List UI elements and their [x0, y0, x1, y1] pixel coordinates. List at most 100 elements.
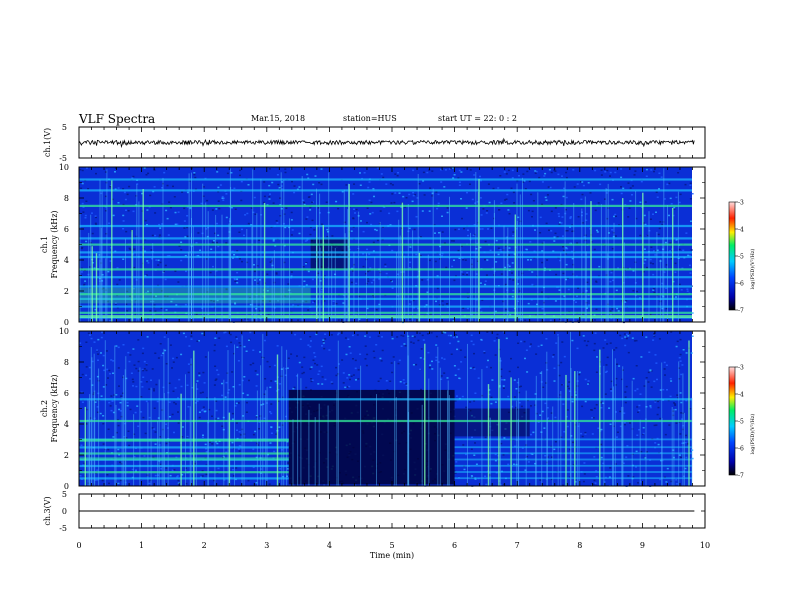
sferic-line [89, 394, 91, 486]
frequency-band [79, 204, 692, 207]
ch1-colorbar-label: log(PSD)(V²/Hz) [749, 249, 756, 290]
date-label: Mar.15, 2018 [251, 114, 306, 123]
sferic-line [347, 209, 349, 322]
ch2-colorbar-tick-label: -4 [738, 392, 744, 399]
frequency-band [79, 446, 289, 449]
frequency-band [79, 268, 692, 271]
sferic-line [191, 172, 192, 322]
sferic-line [243, 398, 245, 486]
ch2-spectrogram-y-tick-label: 2 [64, 451, 69, 460]
ch1-spectrogram-ylabel: Frequency (kHz) [50, 210, 59, 278]
ch1-spectrogram-y-tick-label: 4 [64, 256, 69, 265]
sferic-line [142, 189, 144, 322]
sferic-line [223, 379, 225, 486]
sferic-line [150, 387, 152, 486]
sferic-line [481, 369, 483, 486]
sferic-line [535, 375, 537, 486]
sferic-line [642, 192, 644, 322]
frequency-band [79, 452, 289, 455]
sferic-line [503, 225, 505, 322]
sferic-line [552, 406, 554, 486]
ch1-y-tick-label: 5 [62, 123, 67, 132]
sferic-line [230, 187, 232, 322]
sferic-line [281, 346, 283, 486]
sferic-line [256, 390, 258, 486]
sferic-line [662, 237, 664, 322]
sferic-line [648, 211, 650, 322]
sferic-line [162, 177, 164, 322]
sferic-line [79, 214, 81, 322]
sferic-line [90, 347, 92, 486]
sferic-line [234, 344, 235, 486]
sferic-line [221, 214, 223, 322]
sferic-line [401, 202, 404, 322]
sferic-line [688, 340, 690, 486]
sferic-line [256, 213, 258, 322]
sferic-line [132, 253, 134, 322]
sferic-line [241, 335, 243, 486]
ch2-colorbar [728, 366, 736, 476]
sferic-line [557, 336, 559, 486]
sferic-line [167, 338, 169, 486]
sferic-line [185, 374, 186, 486]
sferic-line [136, 184, 138, 322]
sferic-line [564, 181, 566, 322]
sferic-line [260, 178, 262, 322]
sferic-line [399, 235, 401, 322]
frequency-band [79, 398, 692, 401]
sferic-line [91, 246, 93, 322]
sferic-line [447, 380, 449, 486]
sferic-line [424, 343, 426, 486]
frequency-band [79, 243, 692, 246]
sferic-line [671, 407, 673, 486]
sferic-line [418, 252, 421, 322]
sferic-line [318, 403, 320, 486]
sferic-line [374, 256, 376, 322]
sferic-line [106, 169, 108, 322]
sferic-line [283, 179, 285, 322]
sferic-line [131, 230, 133, 322]
frequency-band [79, 419, 692, 423]
sferic-line [506, 236, 508, 322]
sferic-line [100, 227, 102, 322]
sferic-line [682, 373, 684, 486]
sferic-line [396, 251, 398, 322]
ch1-waveform-ylabel: ch.1(V) [43, 128, 52, 157]
frequency-band [79, 285, 692, 288]
sferic-line [599, 349, 601, 486]
sferic-line [322, 225, 324, 322]
sferic-line [252, 169, 254, 322]
sferic-line [623, 242, 625, 322]
sferic-line [358, 211, 360, 322]
frequency-band [79, 464, 289, 468]
dark-region [288, 389, 455, 485]
sferic-line [376, 394, 377, 486]
sferic-line [449, 196, 450, 322]
sferic-line [133, 414, 135, 486]
sferic-line [404, 255, 406, 322]
sferic-line [91, 357, 93, 486]
sferic-line [192, 226, 194, 322]
x-tick-label: 1 [139, 541, 144, 550]
ch1-waveform-trace [78, 137, 695, 149]
sferic-line [500, 357, 501, 486]
ch2-spectrogram-y-tick-label: 8 [64, 358, 69, 367]
sferic-line [590, 201, 592, 322]
sferic-line [678, 361, 680, 486]
sferic-line [493, 213, 495, 322]
sferic-line [214, 397, 216, 486]
sferic-line [439, 231, 441, 322]
sferic-line [447, 390, 449, 486]
frequency-band [79, 251, 692, 254]
sferic-line [227, 350, 229, 486]
sferic-line [308, 409, 310, 486]
ch1-colorbar [728, 201, 736, 311]
sferic-line [516, 221, 518, 322]
sferic-line [344, 233, 346, 322]
x-tick-label: 7 [515, 541, 520, 550]
start-time-label: start UT = 22: 0 : 2 [438, 114, 517, 123]
ch3-y-tick-label: 0 [62, 507, 67, 516]
sferic-line [417, 174, 419, 322]
x-tick-label: 3 [264, 541, 269, 550]
frequency-band [79, 471, 289, 474]
